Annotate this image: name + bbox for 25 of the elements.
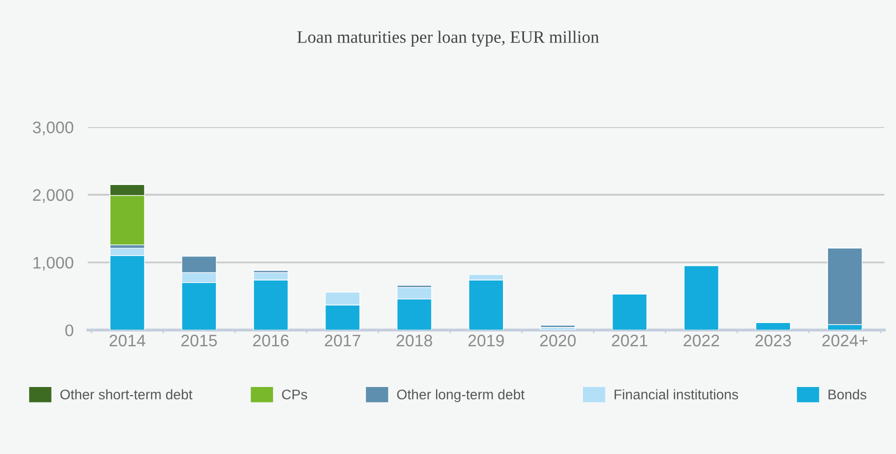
legend-label: Bonds <box>828 389 866 400</box>
legend-label: Other long-term debt <box>397 389 525 402</box>
y-tick-label: 3,000 <box>32 122 74 136</box>
x-tick-label: 2014 <box>110 334 146 346</box>
bar <box>540 324 576 328</box>
x-tick-label: 2023 <box>755 334 791 346</box>
x-tick-label: 2022 <box>684 334 720 346</box>
y-tick-label: 0 <box>65 324 74 336</box>
x-tick-label: 2021 <box>612 334 648 346</box>
chart-title: Loan maturities per loan type, EUR million <box>297 30 599 46</box>
y-tick-label: 1,000 <box>33 256 74 271</box>
bar <box>684 265 719 330</box>
x-tick-label: 2024+ <box>822 334 868 346</box>
bar <box>612 294 648 330</box>
x-tick-label: 2020 <box>540 334 576 346</box>
x-tick-label: 2015 <box>181 334 217 346</box>
x-tick-label: 2017 <box>324 334 360 346</box>
legend-label: Other short-term debt <box>60 389 192 400</box>
x-tick-label: 2018 <box>396 334 432 346</box>
bar <box>756 322 791 330</box>
legend-label: CPs <box>282 390 308 400</box>
x-tick-label: 2016 <box>253 334 289 346</box>
y-tick-label: 2,000 <box>33 189 74 203</box>
legend-label: Financial institutions <box>614 389 738 400</box>
x-tick-label: 2019 <box>468 334 504 346</box>
